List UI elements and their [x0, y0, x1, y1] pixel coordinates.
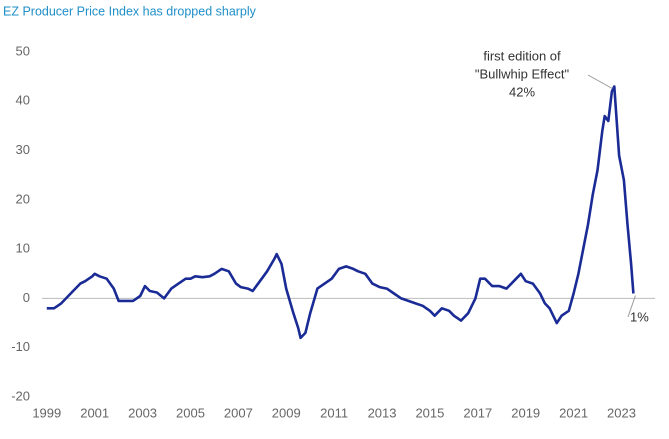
y-tick-label: 0 [23, 290, 30, 305]
x-tick-label: 2005 [176, 405, 205, 420]
y-tick-label: 30 [16, 142, 30, 157]
x-tick-label: 2003 [128, 405, 157, 420]
y-tick-label: 10 [16, 241, 30, 256]
y-tick-label: -10 [11, 339, 30, 354]
x-tick-label: 1999 [32, 405, 61, 420]
x-tick-label: 2001 [80, 405, 109, 420]
line-series [46, 85, 635, 340]
annotation: 1% [630, 309, 649, 324]
x-tick-label: 2013 [368, 405, 397, 420]
x-tick-label: 2019 [511, 405, 540, 420]
annotation: 42% [509, 84, 535, 99]
annotation: "Bullwhip Effect" [475, 66, 570, 81]
y-tick-label: 40 [16, 93, 30, 108]
annotation-leader [627, 295, 636, 318]
annotation-leader [587, 74, 613, 89]
x-tick-label: 2009 [272, 405, 301, 420]
annotation: first edition of [483, 48, 561, 63]
x-tick-label: 2011 [320, 405, 348, 420]
chart-title: EZ Producer Price Index has dropped shar… [3, 4, 257, 18]
x-tick-label: 2007 [224, 405, 253, 420]
x-tick-label: 2017 [463, 405, 492, 420]
x-tick-label: 2021 [559, 405, 588, 420]
y-tick-label: -20 [11, 388, 30, 403]
x-tick-label: 2023 [607, 405, 636, 420]
y-tick-label: 50 [16, 43, 30, 58]
y-tick-label: 20 [16, 191, 30, 206]
x-tick-label: 2015 [415, 405, 444, 420]
